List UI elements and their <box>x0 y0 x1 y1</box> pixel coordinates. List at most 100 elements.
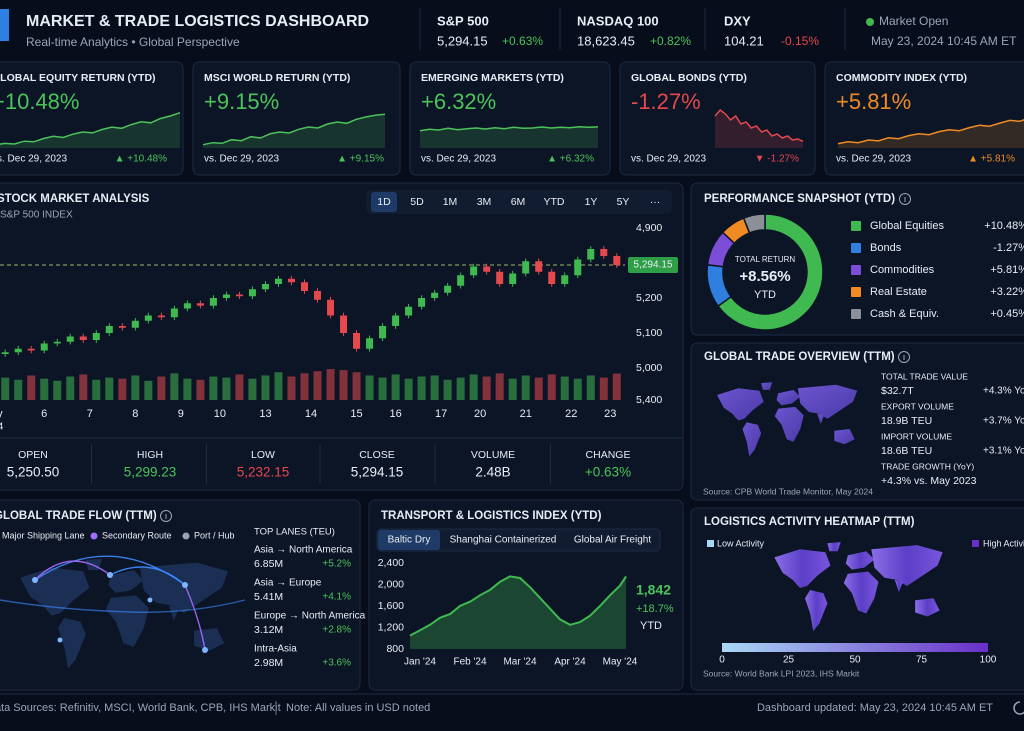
legend-label: Port / Hub <box>194 530 235 540</box>
volume-bar <box>612 373 621 400</box>
volume-bar <box>274 372 283 400</box>
shipping-lane <box>109 566 186 586</box>
stat-value: +4.3% vs. May 2023 <box>881 475 977 487</box>
y-tick-label: 2,000 <box>378 578 404 590</box>
range-button[interactable]: 5D <box>410 196 424 208</box>
panel-title: PERFORMANCE SNAPSHOT (YTD) <box>704 193 895 205</box>
x-tick-label: 17 <box>435 408 447 420</box>
range-button[interactable]: 1Y <box>585 196 598 208</box>
kpi-title: MSCI WORLD RETURN (YTD) <box>204 72 350 84</box>
volume-bar <box>157 376 166 400</box>
sparkline <box>714 108 804 143</box>
kpi-value: +9.15% <box>204 89 279 114</box>
candle-body <box>561 275 569 284</box>
y-tick-label: 5,200 <box>636 292 662 304</box>
legend-label: High Activity <box>983 538 1024 548</box>
x-tick-label: 20 <box>474 408 486 420</box>
volume-bar <box>261 375 270 400</box>
panel-subtitle: S&P 500 INDEX <box>0 210 73 221</box>
datetime: May 23, 2024 10:45 AM ET <box>871 34 1017 48</box>
lane-value: 2.98M <box>254 657 283 669</box>
volume-bar <box>456 377 465 400</box>
x-tick-label: 6 <box>41 408 47 420</box>
candle-body <box>392 315 400 326</box>
x-tick-label: Jan '24 <box>404 657 436 668</box>
volume-bar <box>235 374 244 400</box>
volume-bar <box>313 371 322 400</box>
dashboard-title: MARKET & TRADE LOGISTICS DASHBOARD <box>26 13 369 30</box>
tab[interactable]: Global Air Freight <box>574 535 651 546</box>
colorbar <box>722 643 988 652</box>
ticker-value: 18,623.45 <box>577 33 635 48</box>
range-button[interactable]: 1D <box>377 196 391 208</box>
info-icon[interactable] <box>898 351 910 363</box>
kpi-change: ▲ +5.81% <box>968 154 1015 165</box>
candle-body <box>470 266 478 276</box>
kpi-since: vs. Dec 29, 2023 <box>204 154 279 165</box>
candle-body <box>366 338 374 349</box>
kpi-value: +10.48% <box>0 89 79 114</box>
kpi-card <box>824 61 1024 176</box>
lane-value: 5.41M <box>254 591 283 603</box>
lane-change: +4.1% <box>322 592 351 603</box>
colorbar-tick: 50 <box>849 655 861 666</box>
volume-bar <box>378 377 387 400</box>
kpi-title: GLOBAL EQUITY RETURN (YTD) <box>0 72 156 84</box>
candle-body <box>248 289 256 297</box>
x-tick-label: 22 <box>565 408 577 420</box>
last-price-tag <box>628 257 678 274</box>
candle-body <box>53 341 61 344</box>
volume-bar <box>79 374 88 400</box>
stat-value: 5,232.15 <box>237 465 290 480</box>
lane-change: +5.2% <box>322 559 351 570</box>
lane-route: Asia → Europe <box>254 578 322 589</box>
port <box>147 597 153 603</box>
range-button[interactable]: 6M <box>511 196 526 208</box>
candle-body <box>353 333 361 349</box>
volume-bar <box>534 377 543 400</box>
last-price-label: 5,294.15 <box>634 260 673 271</box>
sparkline-area <box>838 119 1024 148</box>
refresh-icon[interactable] <box>1013 701 1024 715</box>
stat-label: TRADE GROWTH (YoY) <box>881 461 974 471</box>
legend-return: +5.81% <box>990 264 1024 276</box>
volume-bar <box>469 374 478 400</box>
candle-body <box>496 271 504 284</box>
kpi-since: vs. Dec 29, 2023 <box>836 154 911 165</box>
colorbar-tick: 100 <box>980 655 997 666</box>
shipping-lane <box>0 599 246 613</box>
sparkline-area <box>420 126 598 148</box>
range-button[interactable]: YTD <box>544 196 565 208</box>
range-button[interactable]: 5Y <box>617 196 630 208</box>
x-tick-label: 16 <box>389 408 401 420</box>
tab[interactable]: Shanghai Containerized <box>450 535 557 546</box>
candle-body <box>483 266 491 272</box>
range-button[interactable]: 1M <box>443 196 458 208</box>
kpi-change: ▼ -1.27% <box>755 154 799 165</box>
volume-bar <box>144 380 153 400</box>
candle-body <box>587 249 595 260</box>
legend-swatch <box>851 309 861 319</box>
range-button[interactable]: ··· <box>650 196 661 208</box>
stat-label: CLOSE <box>359 449 395 461</box>
volume-bar <box>547 374 556 400</box>
candle-body <box>235 294 243 297</box>
tab[interactable]: Baltic Dry <box>388 535 431 546</box>
x-tick-label: May '24 <box>603 657 638 668</box>
x-tick-label: 15 <box>350 408 362 420</box>
x-tick-label: Mar '24 <box>503 657 536 668</box>
info-icon[interactable] <box>160 510 172 522</box>
legend-swatch <box>851 221 861 231</box>
stat-label: LOW <box>251 449 275 461</box>
sparkline-area <box>0 112 180 148</box>
range-button[interactable]: 3M <box>477 196 492 208</box>
stat-label: EXPORT VOLUME <box>881 401 954 411</box>
candle-body <box>144 315 152 321</box>
y-tick-label: 1,200 <box>378 621 404 633</box>
kpi-card <box>0 61 184 176</box>
info-icon[interactable] <box>899 193 911 205</box>
x-tick-label: 14 <box>305 408 317 420</box>
candle-body <box>14 348 22 353</box>
volume-bar <box>443 379 452 400</box>
